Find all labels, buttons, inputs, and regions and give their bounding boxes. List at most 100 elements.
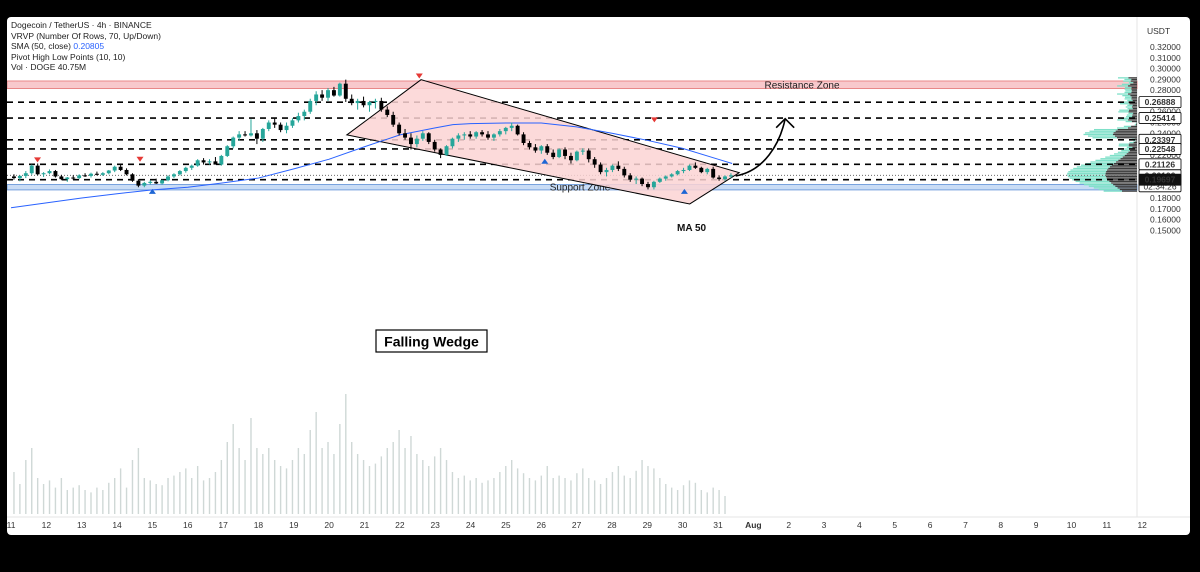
candle-body[interactable]: [83, 175, 87, 176]
candle-body[interactable]: [693, 166, 697, 168]
candle-body[interactable]: [403, 133, 407, 137]
candle-body[interactable]: [379, 101, 383, 110]
candle-body[interactable]: [178, 171, 182, 174]
candle-body[interactable]: [699, 168, 703, 172]
candle-body[interactable]: [107, 171, 111, 174]
candle-body[interactable]: [450, 139, 454, 147]
candle-body[interactable]: [249, 133, 253, 135]
candle-body[interactable]: [569, 156, 573, 160]
candle-body[interactable]: [42, 173, 46, 174]
candle-body[interactable]: [362, 101, 366, 105]
candle-body[interactable]: [510, 126, 514, 128]
candle-body[interactable]: [255, 133, 259, 138]
candle-body[interactable]: [492, 134, 496, 137]
candle-body[interactable]: [237, 134, 241, 137]
candle-body[interactable]: [599, 165, 603, 173]
candle-body[interactable]: [302, 112, 306, 116]
legend-sma[interactable]: SMA (50, close) 0.20805: [11, 41, 161, 52]
candle-body[interactable]: [273, 123, 277, 125]
pivot-high-marker[interactable]: [651, 117, 658, 122]
candle-body[interactable]: [24, 173, 28, 176]
candle-body[interactable]: [142, 183, 146, 186]
candle-body[interactable]: [296, 116, 300, 120]
candle-body[interactable]: [160, 180, 164, 183]
candle-body[interactable]: [462, 134, 466, 135]
resistance-zone[interactable]: [7, 81, 1137, 89]
candle-body[interactable]: [545, 146, 549, 152]
candle-body[interactable]: [190, 166, 194, 168]
candle-body[interactable]: [184, 168, 188, 171]
candle-body[interactable]: [528, 143, 532, 147]
candle-body[interactable]: [575, 152, 579, 161]
candle-body[interactable]: [89, 174, 93, 176]
candle-body[interactable]: [166, 176, 170, 180]
candle-body[interactable]: [219, 156, 223, 165]
candle-body[interactable]: [581, 151, 585, 152]
candle-body[interactable]: [95, 174, 99, 175]
candle-body[interactable]: [640, 179, 644, 184]
candle-body[interactable]: [391, 115, 395, 125]
candle-body[interactable]: [445, 146, 449, 155]
candle-body[interactable]: [373, 101, 377, 102]
candle-body[interactable]: [456, 135, 460, 138]
candle-body[interactable]: [119, 167, 123, 170]
candle-body[interactable]: [634, 179, 638, 180]
candle-body[interactable]: [136, 181, 140, 186]
candle-body[interactable]: [610, 166, 614, 170]
candle-body[interactable]: [516, 126, 520, 135]
candle-body[interactable]: [71, 178, 75, 179]
candle-body[interactable]: [628, 175, 632, 179]
pivot-high-marker[interactable]: [416, 74, 423, 79]
candle-body[interactable]: [326, 90, 330, 98]
candle-body[interactable]: [308, 101, 312, 112]
legend-vrvp[interactable]: VRVP (Number Of Rows, 70, Up/Down): [11, 31, 161, 42]
candle-body[interactable]: [385, 110, 389, 115]
candle-body[interactable]: [261, 129, 265, 139]
candle-body[interactable]: [101, 173, 105, 175]
candle-body[interactable]: [522, 134, 526, 143]
pivot-high-marker[interactable]: [137, 157, 144, 162]
candle-body[interactable]: [605, 170, 609, 172]
candle-body[interactable]: [415, 139, 419, 144]
candle-body[interactable]: [231, 138, 235, 147]
candle-body[interactable]: [131, 174, 135, 180]
candle-body[interactable]: [551, 153, 555, 157]
candle-body[interactable]: [486, 134, 490, 137]
candle-body[interactable]: [563, 149, 567, 155]
candle-body[interactable]: [65, 178, 69, 180]
candle-body[interactable]: [172, 174, 176, 176]
candle-body[interactable]: [658, 179, 662, 182]
candle-body[interactable]: [113, 167, 117, 171]
candle-body[interactable]: [622, 169, 626, 175]
candle-body[interactable]: [291, 120, 295, 125]
candle-body[interactable]: [279, 125, 283, 130]
candle-body[interactable]: [533, 147, 537, 150]
candle-body[interactable]: [18, 176, 22, 178]
candle-body[interactable]: [439, 149, 443, 154]
candle-body[interactable]: [48, 171, 52, 173]
candle-body[interactable]: [652, 182, 656, 187]
candle-body[interactable]: [688, 166, 692, 170]
candle-body[interactable]: [480, 132, 484, 134]
candle-body[interactable]: [504, 128, 508, 131]
legend-symbol[interactable]: Dogecoin / TetherUS · 4h · BINANCE: [11, 20, 161, 31]
candle-body[interactable]: [285, 126, 289, 130]
chart-canvas[interactable]: Resistance Zone Support Zone MA 50 Falling …: [7, 17, 1190, 535]
candle-body[interactable]: [30, 166, 34, 174]
candle-body[interactable]: [717, 178, 721, 180]
candle-body[interactable]: [557, 149, 561, 157]
candle-body[interactable]: [77, 175, 81, 178]
candle-body[interactable]: [616, 166, 620, 169]
candle-body[interactable]: [320, 94, 324, 97]
candle-body[interactable]: [498, 131, 502, 134]
candle-body[interactable]: [314, 94, 318, 100]
candle-body[interactable]: [12, 176, 16, 178]
candle-body[interactable]: [368, 102, 372, 105]
candle-body[interactable]: [225, 146, 229, 156]
candle-body[interactable]: [338, 84, 342, 96]
candle-body[interactable]: [664, 176, 668, 178]
candle-body[interactable]: [125, 170, 129, 174]
candle-body[interactable]: [711, 169, 715, 178]
candle-body[interactable]: [154, 182, 158, 184]
candle-body[interactable]: [267, 123, 271, 129]
